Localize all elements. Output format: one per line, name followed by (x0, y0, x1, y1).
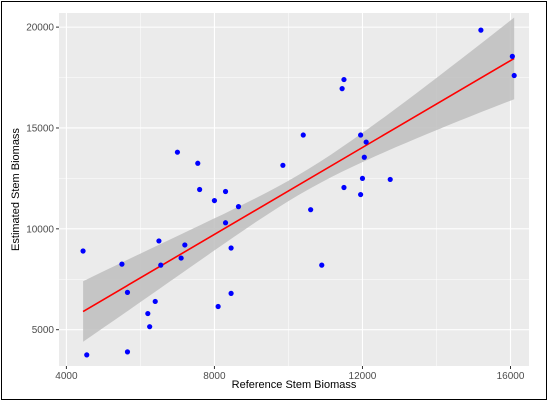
data-point (124, 349, 131, 355)
data-point (195, 160, 201, 166)
y-axis-title: Estimated Stem Biomass (10, 128, 22, 251)
data-point (341, 184, 347, 191)
y-tick-label: 20000 (26, 23, 54, 34)
data-point (228, 245, 234, 251)
data-point (178, 255, 184, 261)
data-point (319, 262, 325, 268)
y-axis-ticks: 5000 10000 15000 20000 (26, 23, 59, 336)
fit-line (82, 57, 515, 313)
data-point (119, 261, 125, 267)
data-point (158, 262, 164, 268)
data-point (147, 324, 153, 330)
y-tick-label: 15000 (26, 123, 54, 134)
data-point (215, 303, 221, 310)
data-point (308, 207, 314, 213)
data-points (80, 27, 517, 358)
data-point (341, 76, 347, 83)
x-axis-title: Reference Stem Biomass (232, 379, 357, 391)
data-point (235, 204, 242, 210)
x-tick-label: 8000 (203, 371, 226, 382)
data-point (174, 149, 181, 155)
data-point (156, 238, 162, 244)
y-tick-label: 10000 (26, 224, 54, 235)
data-point (358, 191, 364, 198)
data-point (152, 298, 158, 305)
x-tick-label: 4000 (55, 371, 78, 382)
confidence-band (83, 17, 515, 342)
data-point (339, 86, 345, 92)
data-point (182, 242, 188, 248)
data-point (197, 186, 203, 193)
data-point (211, 197, 218, 204)
data-point (359, 175, 366, 182)
data-point (363, 139, 369, 145)
data-point (222, 220, 229, 226)
data-point (478, 27, 484, 33)
data-point (280, 162, 286, 168)
data-point (222, 188, 229, 195)
data-point (300, 132, 306, 138)
data-point (124, 289, 131, 295)
data-point (84, 352, 90, 358)
x-tick-label: 12000 (349, 371, 377, 382)
data-point (387, 176, 393, 183)
data-point (80, 248, 86, 254)
data-point (358, 132, 364, 138)
data-point (145, 310, 151, 317)
data-point (228, 290, 234, 296)
x-tick-label: 16000 (497, 371, 525, 382)
data-point (361, 154, 367, 160)
data-point (509, 53, 515, 59)
y-tick-label: 5000 (32, 325, 55, 336)
data-point (511, 72, 517, 79)
x-axis-ticks: 4000 8000 12000 16000 (55, 366, 525, 382)
